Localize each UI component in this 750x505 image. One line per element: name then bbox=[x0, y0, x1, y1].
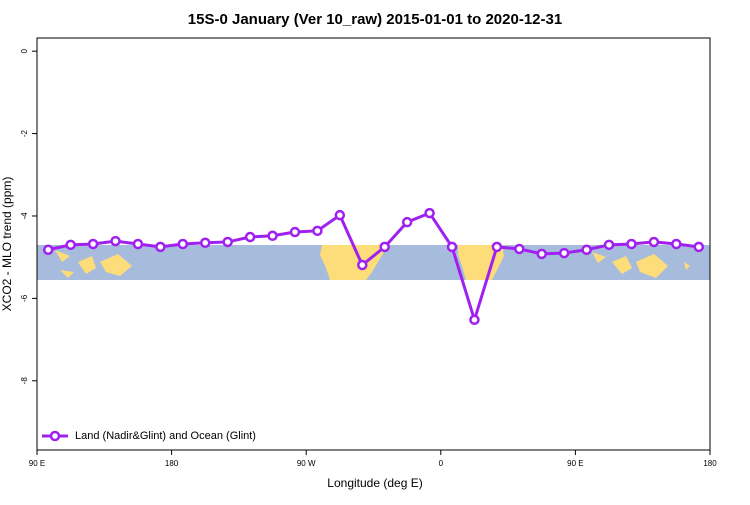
point bbox=[312, 225, 323, 237]
point bbox=[110, 235, 121, 247]
point bbox=[536, 248, 547, 260]
x-tick-label: 180 bbox=[703, 459, 717, 468]
point bbox=[401, 216, 413, 228]
point bbox=[267, 230, 278, 242]
point bbox=[379, 241, 390, 253]
land bbox=[55, 250, 132, 278]
point bbox=[514, 243, 525, 255]
point bbox=[558, 247, 570, 259]
legend-label: Land (Nadir&Glint) and Ocean (Glint) bbox=[75, 430, 256, 442]
point bbox=[671, 238, 682, 250]
point bbox=[132, 238, 144, 250]
x-tick-label: 180 bbox=[165, 459, 179, 468]
point bbox=[648, 236, 660, 248]
y-tick-label: 0 bbox=[20, 48, 29, 53]
x-tick-label: 90 E bbox=[29, 459, 45, 468]
point bbox=[693, 241, 705, 253]
y-tick-label: -6 bbox=[20, 294, 29, 302]
y-axis-label: XCO2 - MLO trend (ppm) bbox=[0, 177, 14, 312]
y-tick-label: -8 bbox=[20, 377, 29, 385]
x-tick-label: 90 W bbox=[297, 459, 316, 468]
x-tick-label: 0 bbox=[439, 459, 444, 468]
land bbox=[458, 245, 504, 280]
point bbox=[155, 241, 166, 253]
map-band bbox=[37, 245, 710, 280]
point bbox=[469, 314, 480, 326]
legend-marker bbox=[49, 430, 61, 442]
point bbox=[222, 236, 233, 248]
y-tick-label: -4 bbox=[20, 212, 29, 220]
point bbox=[244, 231, 256, 243]
x-tick-label: 90 E bbox=[567, 459, 583, 468]
point bbox=[424, 207, 435, 219]
y-tick-label: -2 bbox=[20, 129, 29, 137]
point bbox=[177, 238, 189, 250]
point bbox=[446, 241, 458, 253]
point bbox=[200, 237, 211, 249]
point bbox=[357, 259, 368, 271]
land bbox=[320, 245, 384, 280]
land bbox=[592, 252, 690, 278]
point bbox=[65, 239, 76, 251]
point bbox=[289, 226, 301, 238]
point bbox=[581, 244, 592, 256]
plot-frame bbox=[36, 37, 711, 451]
point bbox=[603, 239, 615, 251]
point bbox=[491, 241, 503, 253]
point bbox=[626, 238, 637, 250]
point bbox=[42, 244, 54, 256]
point bbox=[87, 238, 99, 250]
x-axis-label: Longitude (deg E) bbox=[327, 476, 422, 490]
point bbox=[334, 209, 346, 221]
chart-title: 15S-0 January (Ver 10_raw) 2015-01-01 to… bbox=[188, 11, 562, 28]
